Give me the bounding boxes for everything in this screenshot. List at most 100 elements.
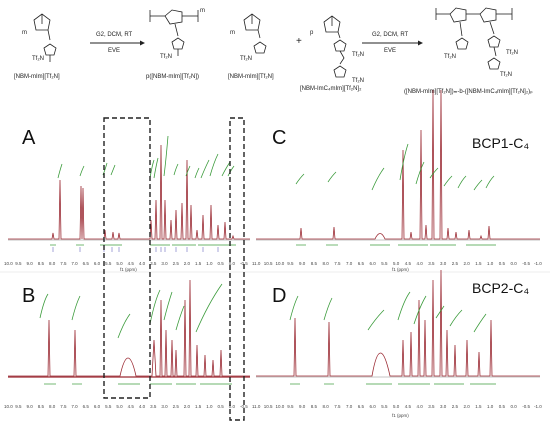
integral-curves-a <box>57 135 235 179</box>
axis-tick-label: 10.0 <box>275 404 285 409</box>
axis-tick-label: 2.5 <box>172 404 179 409</box>
sample-label-c: BCP1-C₄ <box>472 135 530 151</box>
axis-tick-label: 2.0 <box>463 404 470 409</box>
conditions-top-right: G2, DCM, RT <box>372 32 409 38</box>
sample-label-d: BCP2-C₄ <box>472 280 530 296</box>
anion-right-m2a: Tf₂N <box>352 52 364 58</box>
integral-curves-d <box>289 291 487 333</box>
axis-tick-label: 6.5 <box>82 261 89 266</box>
axis-tick-label: 7.0 <box>71 261 78 266</box>
axis-tick-label: 0.5 <box>217 404 224 409</box>
axis-tick-label: 6.5 <box>82 404 89 409</box>
conditions-bottom-left: EVE <box>108 48 121 54</box>
monomer2-label-right: [NBM-ImC₄mIm][Tf₂N]₂ <box>300 86 362 92</box>
axis-tick-label: 9.5 <box>15 404 22 409</box>
axis-tick-label: 0.0 <box>228 261 236 266</box>
axis-tick-label: 10.5 <box>263 261 273 266</box>
anion-right-m2b: Tf₂N <box>352 78 364 84</box>
axis-tick-label: 4.5 <box>127 404 134 409</box>
axis-tick-label: 4.0 <box>416 404 423 409</box>
axis-tick-label: 6.0 <box>369 404 376 409</box>
monomer-prefix-left: m <box>22 30 27 36</box>
axis-tick-label: 9.0 <box>299 404 306 409</box>
axis-tick-label: 5.5 <box>381 261 388 266</box>
axis-tick-label: 7.5 <box>334 404 341 409</box>
axis-tick-label: -0.5 <box>522 404 531 409</box>
axis-unit-c: f1 (ppm) <box>392 267 409 272</box>
axis-tick-label: 2.5 <box>451 261 459 266</box>
anion-product-3: Tf₂N <box>500 72 512 78</box>
axis-tick-label: 1.0 <box>487 261 494 266</box>
axis-tick-label: 11.0 <box>252 261 261 266</box>
conditions-top-left: G2, DCM, RT <box>96 32 133 38</box>
reaction-arrow-right <box>362 40 423 46</box>
axis-tick-label: 8.5 <box>310 404 318 409</box>
axis-tick-label: 0.0 <box>510 261 517 266</box>
axis-tick-label: 1.5 <box>475 404 482 409</box>
panel-label-d: D <box>272 285 287 307</box>
axis-tick-label: 8.0 <box>48 404 56 409</box>
axis-tick-label: 9.5 <box>287 404 294 409</box>
axis-unit-d: f1 (ppm) <box>392 413 409 418</box>
axis-tick-label: 3.5 <box>150 404 157 409</box>
axis-tick-label: 2.0 <box>183 404 191 409</box>
monomer-structure-left <box>33 13 57 62</box>
integral-curves-c <box>295 143 495 191</box>
axis-tick-label: 2.0 <box>183 261 191 266</box>
spectrum-trace-d <box>256 269 540 377</box>
anion-product-2: Tf₂N <box>506 50 518 56</box>
axis-tick-label: 8.5 <box>310 261 318 266</box>
axis-tick-label: 5.0 <box>116 261 123 266</box>
axis-tick-label: 4.0 <box>138 404 146 409</box>
spectrum-trace-c <box>256 89 540 240</box>
axis-tick-label: -0.5 <box>522 261 531 266</box>
axis-tick-label: 5.5 <box>105 261 112 266</box>
anion-product-1: Tf₂N <box>444 54 456 60</box>
axis-tick-label: -0.5 <box>240 261 248 266</box>
axis-tick-label: 6.5 <box>357 261 365 266</box>
axis-tick-label: 6.0 <box>369 261 376 266</box>
axis-tick-label: 10.0 <box>275 261 285 266</box>
axis-tick-label: 6.5 <box>357 404 365 409</box>
axis-tick-label: 8.0 <box>48 261 56 266</box>
axis-tick-label: 4.5 <box>404 404 412 409</box>
axis-tick-label: -1.0 <box>534 261 542 266</box>
axis-tick-label: 9.0 <box>26 404 33 409</box>
axis-tick-label: 0.5 <box>498 261 506 266</box>
panel-label-c: C <box>272 127 287 149</box>
axis-unit-a: f1 (ppm) <box>120 267 137 272</box>
axis-tick-label: 9.0 <box>26 261 33 266</box>
highlight-box-backbone <box>103 117 151 399</box>
axis-tick-label: 2.5 <box>172 261 179 266</box>
monomer1-prefix-right: m <box>230 30 235 36</box>
axis-tick-label: 8.0 <box>322 404 329 409</box>
monomer1-label-right: [NBM-mIm][Tf₂N] <box>228 74 274 80</box>
axis-tick-label: 6.0 <box>93 261 101 266</box>
monomer2-prefix-right: p <box>310 30 314 36</box>
spectrum-panel-a <box>8 135 250 252</box>
axis-tick-label: 7.0 <box>346 404 353 409</box>
axis-tick-label: 4.5 <box>404 261 412 266</box>
axis-tick-label: 5.5 <box>381 404 388 409</box>
axis-tick-label: 11.0 <box>252 404 261 409</box>
monomer-structure-right-2 <box>323 15 347 78</box>
axis-tick-label: -0.5 <box>240 404 248 409</box>
axis-tick-label: 0.0 <box>510 404 517 409</box>
panel-label-a: A <box>22 127 36 149</box>
integral-curves-b <box>39 283 223 339</box>
axis-tick-label: 1.5 <box>475 261 482 266</box>
axis-tick-label: 3.0 <box>440 404 447 409</box>
axis-tick-label: 3.5 <box>428 404 435 409</box>
polymer-label-left: p([NBM-mIm][Tf₂N]) <box>146 74 199 80</box>
axis-tick-label: 7.0 <box>71 404 78 409</box>
panel-label-b: B <box>22 285 36 307</box>
spectrum-trace-b <box>8 279 250 377</box>
axis-tick-label: 1.5 <box>195 404 202 409</box>
axis-tick-label: 3.0 <box>161 404 168 409</box>
axis-tick-label: 7.5 <box>60 261 67 266</box>
axis-tick-label: 0.5 <box>217 261 224 266</box>
axis-tick-label: 10.0 <box>4 404 13 409</box>
axis-tick-label: 2.0 <box>463 261 470 266</box>
spectrum-panel-c <box>256 89 540 246</box>
